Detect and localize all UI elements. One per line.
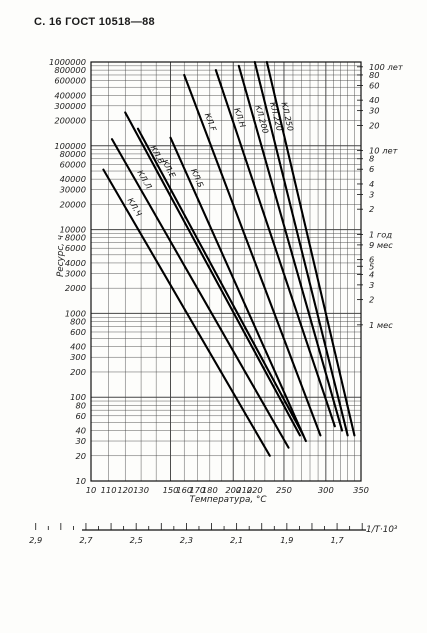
y-tick-label: 30000 xyxy=(60,185,86,195)
y-tick-label: 20 xyxy=(75,451,86,461)
x-tick-label: 10 xyxy=(86,485,97,495)
right-tick-label: 100 лет xyxy=(369,62,404,72)
right-tick-label: 4 xyxy=(369,269,374,279)
reciprocal-tick-label: 2,9 xyxy=(29,535,42,545)
x-tick-label: 180 xyxy=(202,485,218,495)
y-tick-label: 60000 xyxy=(60,159,86,169)
x-tick-label: 200 xyxy=(225,485,241,495)
y-tick-label: 60 xyxy=(75,411,86,421)
curve-9 xyxy=(253,60,349,437)
curve-label: КЛ.Л xyxy=(135,169,153,191)
curve-3 xyxy=(124,111,301,437)
y-tick-label: 800000 xyxy=(54,65,86,75)
right-tick-label: 3 xyxy=(369,280,374,290)
reciprocal-axis: 2,9 2,7 2,5 2,3 2,1 1,9 1,7 xyxy=(29,523,366,545)
reciprocal-tick-label: 1,7 xyxy=(330,535,344,545)
right-tick-label: 10 лет xyxy=(369,146,399,156)
y-tick-label: 30 xyxy=(75,436,86,446)
right-tick-label: 4 xyxy=(369,179,374,189)
x-tick-label: 160 xyxy=(176,485,192,495)
x-tick-label: 350 xyxy=(353,485,369,495)
y-tick-label: 1000000 xyxy=(49,57,86,67)
page-header: С. 16 ГОСТ 10518—88 xyxy=(34,16,155,28)
y-tick-label: 80 xyxy=(75,400,86,410)
right-tick-label: 3 xyxy=(369,189,374,199)
y-tick-label: 200000 xyxy=(54,116,86,126)
right-tick-label: 60 xyxy=(369,80,380,90)
curve-label: КЛ.200 xyxy=(253,104,270,135)
curve-5 xyxy=(169,136,307,443)
reciprocal-axis-label: 1/Т·10³ xyxy=(366,525,398,535)
reciprocal-tick-label: 2,1 xyxy=(230,535,243,545)
y-tick-label: 100 xyxy=(70,392,86,402)
curve-4 xyxy=(136,127,305,437)
y-tick-label: 10000 xyxy=(60,225,86,235)
right-tick-label: 2 xyxy=(369,204,374,214)
x-tick-label: 110 xyxy=(101,485,117,495)
right-tick-label: 1 мес xyxy=(369,320,393,330)
curve-6 xyxy=(183,73,322,437)
y-tick-label: 80000 xyxy=(60,149,86,159)
plot-frame xyxy=(90,61,362,482)
y-tick-label: 400000 xyxy=(54,90,86,100)
x-tick-label: 210 xyxy=(236,485,252,495)
y-tick-label: 1000 xyxy=(65,308,86,318)
y-tick-label: 6000 xyxy=(65,243,86,253)
curve-1 xyxy=(102,168,271,457)
reciprocal-tick-label: 2,3 xyxy=(180,535,193,545)
right-tick-label: 6 xyxy=(369,164,374,174)
x-tick-label: 170 xyxy=(189,485,205,495)
right-tick-label: 5 xyxy=(369,261,374,271)
y-tick-label: 300 xyxy=(70,352,86,362)
right-tick-label: 8 xyxy=(369,154,374,164)
curve-8 xyxy=(237,64,344,432)
reciprocal-tick-label: 2,7 xyxy=(79,535,93,545)
y-tick-label: 3000 xyxy=(65,268,86,278)
right-tick-label: 20 xyxy=(369,120,380,130)
y-tick-label: 600000 xyxy=(54,76,86,86)
y-tick-label: 40 xyxy=(75,426,86,436)
y-tick-label: 400 xyxy=(70,342,86,352)
curve-7 xyxy=(214,69,336,428)
right-tick-label: 1 год xyxy=(369,229,392,239)
right-tick-label: 9 мес xyxy=(369,240,393,250)
right-tick-label: 80 xyxy=(369,70,380,80)
y-tick-label: 600 xyxy=(70,327,86,337)
right-tick-label: 40 xyxy=(369,95,380,105)
y-tick-label: 8000 xyxy=(65,233,86,243)
x-tick-label: 250 xyxy=(276,485,292,495)
right-tick-label: 2 xyxy=(369,295,374,305)
curve-2 xyxy=(110,138,290,449)
curve-label: КЛ.Е xyxy=(160,158,178,180)
y-tick-label: 40000 xyxy=(60,174,86,184)
x-tick-label: 120 xyxy=(117,485,133,495)
x-tick-label: 300 xyxy=(318,485,334,495)
x-axis-label: Температура, °С xyxy=(190,495,268,505)
reciprocal-tick-label: 2,5 xyxy=(130,535,143,545)
reciprocal-tick-label: 1,9 xyxy=(280,535,293,545)
x-tick-label: 220 xyxy=(247,485,263,495)
right-tick-label: 6 xyxy=(369,255,374,265)
x-tick-label: 150 xyxy=(163,485,179,495)
curve-10 xyxy=(265,60,356,437)
y-tick-label: 100000 xyxy=(54,141,86,151)
y-tick-label: 4000 xyxy=(65,258,86,268)
y-axis-label: Ресурс, ч xyxy=(56,235,66,277)
y-tick-label: 300000 xyxy=(54,101,86,111)
right-tick-label: 30 xyxy=(369,106,380,116)
x-tick-label: 130 xyxy=(133,485,149,495)
y-tick-label: 2000 xyxy=(65,283,86,293)
y-tick-label: 200 xyxy=(70,367,86,377)
y-tick-label: 800 xyxy=(70,317,86,327)
y-tick-label: 10 xyxy=(75,476,86,486)
y-tick-label: 20000 xyxy=(60,199,86,209)
